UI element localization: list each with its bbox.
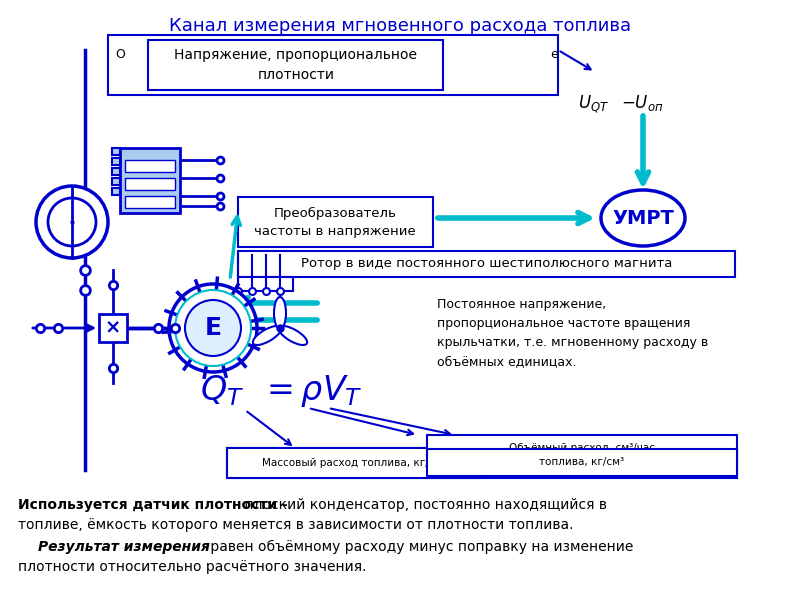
Circle shape bbox=[185, 300, 241, 356]
Text: Напряжение, пропорциональное
плотности: Напряжение, пропорциональное плотности bbox=[174, 48, 418, 82]
Text: E: E bbox=[205, 316, 222, 340]
Ellipse shape bbox=[253, 326, 281, 345]
Ellipse shape bbox=[601, 190, 685, 246]
Bar bbox=[238, 277, 293, 291]
Ellipse shape bbox=[274, 297, 286, 329]
Bar bbox=[112, 168, 120, 175]
Text: Постоянное напряжение,
пропорциональное частоте вращения
крыльчатки, т.е. мгнове: Постоянное напряжение, пропорциональное … bbox=[437, 298, 708, 368]
Text: плотности относительно расчётного значения.: плотности относительно расчётного значен… bbox=[18, 560, 366, 574]
Text: $= \rho V_T$: $= \rho V_T$ bbox=[260, 373, 362, 409]
Text: Ротор в виде постоянного шестиполюсного магнита: Ротор в виде постоянного шестиполюсного … bbox=[302, 257, 673, 271]
Circle shape bbox=[169, 284, 257, 372]
Ellipse shape bbox=[279, 326, 307, 345]
Bar bbox=[148, 40, 443, 90]
Bar bbox=[120, 148, 180, 213]
Bar bbox=[238, 251, 735, 277]
Text: Преобразователь
частоты в напряжение: Преобразователь частоты в напряжение bbox=[254, 206, 416, 238]
Bar bbox=[108, 35, 558, 95]
Text: топливе, ёмкость которого меняется в зависимости от плотности топлива.: топливе, ёмкость которого меняется в зав… bbox=[18, 518, 574, 532]
Bar bbox=[112, 178, 120, 185]
Text: $Q_T$: $Q_T$ bbox=[200, 373, 244, 408]
Bar bbox=[227, 448, 737, 478]
Text: ×: × bbox=[105, 319, 121, 337]
Bar bbox=[125, 160, 175, 172]
Text: $U_{QT}$: $U_{QT}$ bbox=[578, 93, 609, 115]
Text: Используется датчик плотности -: Используется датчик плотности - bbox=[18, 498, 288, 512]
Bar bbox=[125, 178, 175, 190]
Text: равен объёмному расходу минус поправку на изменение: равен объёмному расходу минус поправку н… bbox=[206, 540, 634, 554]
Circle shape bbox=[36, 186, 108, 258]
Text: $- U_{оп}$: $- U_{оп}$ bbox=[621, 93, 663, 113]
Text: Массовый расход топлива, кг/час: Массовый расход топлива, кг/час bbox=[262, 458, 446, 468]
Text: Канал измерения мгновенного расхода топлива: Канал измерения мгновенного расхода топл… bbox=[169, 17, 631, 35]
Text: УМРТ: УМРТ bbox=[612, 208, 674, 227]
Text: е: е bbox=[550, 49, 558, 61]
Bar bbox=[112, 188, 120, 195]
Text: Результат измерения: Результат измерения bbox=[38, 540, 210, 554]
Text: Объёмный расход, см³/час: Объёмный расход, см³/час bbox=[509, 443, 655, 453]
Bar bbox=[238, 197, 433, 247]
Bar bbox=[227, 448, 482, 478]
Bar bbox=[112, 158, 120, 165]
Circle shape bbox=[48, 198, 96, 246]
Circle shape bbox=[175, 290, 251, 366]
Text: топлива, кг/см³: топлива, кг/см³ bbox=[539, 457, 625, 467]
Bar bbox=[427, 435, 737, 462]
Bar bbox=[112, 148, 120, 155]
Bar bbox=[125, 196, 175, 208]
Text: плоский конденсатор, постоянно находящийся в: плоский конденсатор, постоянно находящий… bbox=[240, 498, 607, 512]
Bar bbox=[427, 449, 737, 476]
Bar bbox=[99, 314, 127, 342]
Text: О: О bbox=[115, 49, 125, 61]
